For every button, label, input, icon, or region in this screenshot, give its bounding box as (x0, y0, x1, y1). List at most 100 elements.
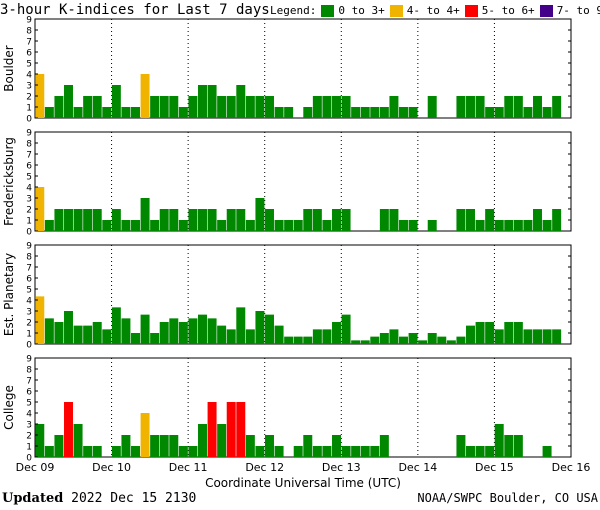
k-index-bar (523, 220, 533, 231)
k-index-bar (92, 209, 102, 231)
k-index-bar (456, 435, 466, 457)
k-index-bar (121, 107, 131, 118)
k-index-bar (111, 209, 121, 231)
k-index-bar (485, 209, 495, 231)
y-tick-label: 7 (26, 377, 32, 387)
k-index-bar (217, 220, 227, 231)
k-index-bar (466, 446, 475, 457)
y-tick-label: 0 (26, 454, 32, 464)
y-tick-label: 3 (26, 82, 32, 92)
y-tick-label: 2 (26, 432, 32, 442)
k-index-bar (370, 336, 380, 344)
k-index-bar (399, 107, 408, 118)
y-tick-label: 4 (26, 297, 32, 307)
y-tick-label: 6 (26, 388, 32, 398)
legend-swatch-7-9 (539, 4, 553, 17)
panel-frame (34, 131, 572, 232)
k-index-bar (552, 209, 562, 231)
k-index-bar (485, 322, 495, 344)
k-index-bar (226, 96, 236, 118)
k-index-bar (504, 322, 514, 344)
k-index-bar (475, 220, 485, 231)
k-index-bar (303, 209, 313, 231)
k-index-bar (217, 96, 227, 118)
k-index-bar (312, 329, 322, 344)
x-axis-label: Coordinate Universal Time (UTC) (205, 476, 401, 490)
k-index-bar (245, 96, 255, 118)
k-index-bar (351, 107, 361, 118)
updated-stamp: Updated 2022 Dec 15 2130 (2, 491, 196, 506)
k-index-bar (456, 336, 466, 344)
k-index-bar (73, 209, 83, 231)
k-index-bar (370, 107, 380, 118)
k-index-bar (332, 322, 341, 344)
k-index-bar (255, 311, 265, 344)
k-index-bar (111, 307, 121, 344)
updated-label: Updated (2, 491, 64, 506)
k-index-bar (150, 333, 160, 344)
k-index-bar (427, 333, 437, 344)
y-tick-label: 1 (26, 443, 32, 453)
k-index-bar (140, 198, 150, 231)
k-index-bar (312, 446, 322, 457)
legend: Legend: 0 to 3+ 4- to 4+ 5- to 6+ 7- to … (270, 4, 600, 17)
k-index-bar (188, 318, 198, 344)
k-index-bar (178, 220, 188, 231)
k-index-bar (217, 325, 227, 344)
k-index-bar (44, 318, 54, 344)
k-index-bar (131, 333, 140, 344)
k-index-bar (64, 402, 73, 457)
k-index-bar (54, 322, 64, 344)
k-index-bar (131, 446, 140, 457)
y-tick-label: 5 (26, 60, 32, 70)
k-index-bar (245, 329, 255, 344)
k-index-bar (341, 314, 351, 344)
k-index-bar (159, 96, 169, 118)
y-tick-label: 5 (26, 286, 32, 296)
k-index-bar (198, 314, 207, 344)
k-index-bar (188, 96, 198, 118)
k-index-bar (121, 318, 131, 344)
k-index-bar (178, 107, 188, 118)
k-index-bar (188, 446, 198, 457)
k-index-bar (226, 329, 236, 344)
panel-label: Est. Planetary (2, 253, 16, 336)
k-index-bar (92, 322, 102, 344)
k-index-bar (169, 318, 179, 344)
k-index-bar (332, 435, 341, 457)
k-index-bar (303, 336, 313, 344)
x-tick-label: Dec 10 (92, 461, 131, 474)
y-tick-label: 3 (26, 421, 32, 431)
k-index-bar (226, 402, 236, 457)
k-index-bar (504, 435, 514, 457)
k-index-bar (389, 96, 399, 118)
k-index-bar (466, 96, 475, 118)
k-index-bar (284, 107, 294, 118)
k-index-bar (245, 435, 255, 457)
k-index-bar (178, 322, 188, 344)
k-index-bar (475, 96, 485, 118)
y-tick-label: 6 (26, 49, 32, 59)
k-index-bar (236, 209, 246, 231)
k-index-bar (494, 424, 504, 457)
k-index-bar (236, 85, 246, 118)
k-index-bar (504, 96, 514, 118)
y-tick-label: 9 (26, 242, 32, 252)
k-index-bar (523, 329, 533, 344)
k-index-bar (150, 220, 160, 231)
k-index-bar (64, 85, 73, 118)
k-index-bar (370, 446, 380, 457)
k-index-bar (131, 220, 140, 231)
k-index-bar (198, 85, 207, 118)
k-index-bar (485, 107, 495, 118)
k-index-bar (207, 402, 217, 457)
legend-swatch-4 (389, 4, 403, 17)
y-tick-label: 4 (26, 71, 32, 81)
y-tick-label: 2 (26, 93, 32, 103)
k-index-bar (322, 220, 332, 231)
k-index-bar (159, 435, 169, 457)
y-tick-label: 5 (26, 399, 32, 409)
k-index-bar (533, 96, 542, 118)
k-index-bar (360, 340, 370, 344)
k-index-bar (255, 96, 265, 118)
